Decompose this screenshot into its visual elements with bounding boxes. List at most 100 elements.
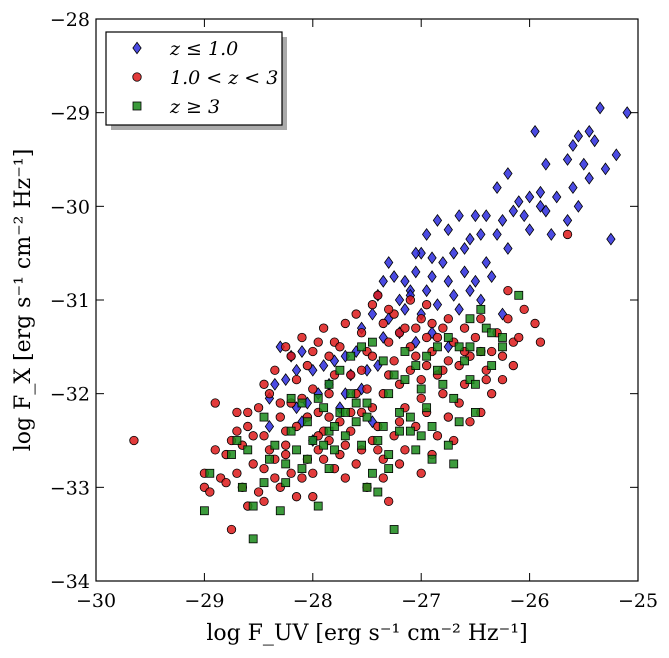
data-point-circle: [259, 496, 269, 507]
plot-marks: [129, 101, 632, 544]
data-point-circle: [248, 431, 258, 441]
data-point-circle: [297, 332, 307, 343]
data-point-diamond: [378, 274, 388, 288]
legend: z ≤ 1.0 1.0 < z < 3 z ≥ 3: [105, 31, 287, 130]
data-point-square: [275, 506, 285, 516]
data-point-square: [281, 478, 291, 488]
data-point-circle: [356, 365, 367, 375]
data-point-diamond: [606, 232, 616, 246]
data-point-square: [405, 412, 415, 422]
data-point-circle: [351, 459, 361, 469]
series-2: [129, 229, 573, 535]
data-point-square: [487, 361, 497, 370]
data-point-circle: [259, 463, 269, 474]
x-tick-label: −27: [401, 590, 441, 612]
data-point-circle: [232, 468, 242, 478]
data-point-diamond: [367, 307, 378, 321]
data-point-circle: [503, 285, 513, 296]
data-point-circle: [275, 398, 285, 408]
data-point-circle: [503, 314, 513, 324]
data-point-diamond: [454, 302, 464, 316]
data-point-circle: [291, 374, 302, 385]
data-point-circle: [416, 374, 426, 385]
data-point-square: [286, 393, 296, 403]
data-point-square: [259, 478, 269, 488]
data-point-diamond: [427, 251, 437, 265]
data-point-circle: [308, 468, 318, 478]
data-point-square: [433, 342, 442, 352]
data-point-circle: [400, 323, 410, 333]
data-point-diamond: [611, 148, 621, 162]
data-point-circle: [519, 304, 529, 315]
data-point-square: [227, 450, 236, 459]
legend-label: 1.0 < z < 3: [170, 67, 278, 89]
data-point-circle: [411, 351, 421, 361]
data-point-circle: [514, 332, 524, 343]
data-point-square: [389, 525, 399, 534]
data-point-circle: [373, 445, 383, 455]
data-point-diamond: [562, 153, 573, 166]
data-point-square: [368, 337, 377, 347]
data-point-circle: [291, 492, 302, 502]
data-point-circle: [253, 403, 264, 413]
data-point-diamond: [524, 190, 535, 204]
data-point-circle: [378, 473, 388, 483]
data-point-square: [368, 468, 377, 478]
data-point-circle: [308, 384, 318, 394]
data-point-circle: [432, 431, 443, 441]
y-tick-label: −28: [50, 9, 90, 31]
data-point-square: [292, 445, 301, 455]
data-point-square: [362, 482, 372, 492]
data-point-square: [362, 412, 372, 422]
data-point-circle: [232, 426, 242, 436]
data-point-circle: [389, 356, 399, 366]
data-point-circle: [226, 524, 237, 535]
data-point-diamond: [270, 377, 280, 391]
x-tick-label: −30: [76, 590, 116, 612]
data-point-square: [319, 403, 329, 413]
data-point-circle: [405, 295, 416, 305]
data-point-square: [199, 506, 209, 516]
data-point-diamond: [465, 284, 475, 298]
data-point-circle: [421, 300, 432, 310]
data-point-diamond: [492, 227, 502, 241]
data-point-square: [373, 436, 383, 445]
series-3: [199, 290, 524, 544]
data-point-diamond: [465, 232, 475, 246]
data-point-square: [286, 426, 296, 436]
data-point-diamond: [470, 209, 481, 223]
legend-marker-diamond: [132, 41, 142, 55]
data-point-circle: [210, 445, 220, 455]
data-point-square: [465, 375, 475, 385]
data-point-diamond: [476, 227, 486, 241]
data-point-square: [243, 445, 253, 455]
data-point-circle: [281, 440, 291, 450]
data-point-circle: [476, 314, 486, 324]
data-point-circle: [356, 328, 367, 338]
data-point-circle: [205, 487, 215, 497]
data-point-circle: [248, 459, 258, 469]
legend-marker-circle: [132, 72, 142, 82]
data-point-diamond: [394, 293, 405, 307]
data-point-square: [427, 454, 437, 464]
data-point-square: [498, 333, 507, 342]
data-point-diamond: [546, 227, 556, 241]
data-point-circle: [481, 374, 491, 385]
data-point-circle: [302, 360, 313, 371]
y-tick-label: −34: [50, 571, 90, 593]
data-point-diamond: [432, 213, 443, 227]
data-point-circle: [286, 351, 296, 361]
data-point-square: [362, 398, 372, 408]
data-point-square: [357, 342, 366, 352]
data-point-circle: [324, 389, 334, 399]
data-point-square: [373, 487, 383, 497]
data-point-circle: [459, 323, 470, 333]
data-point-diamond: [476, 293, 486, 307]
data-point-circle: [210, 398, 220, 408]
data-point-square: [389, 370, 399, 380]
data-point-diamond: [497, 213, 508, 227]
data-point-diamond: [400, 302, 410, 316]
data-point-square: [330, 445, 339, 455]
data-point-diamond: [595, 101, 605, 115]
data-point-diamond: [400, 274, 410, 288]
